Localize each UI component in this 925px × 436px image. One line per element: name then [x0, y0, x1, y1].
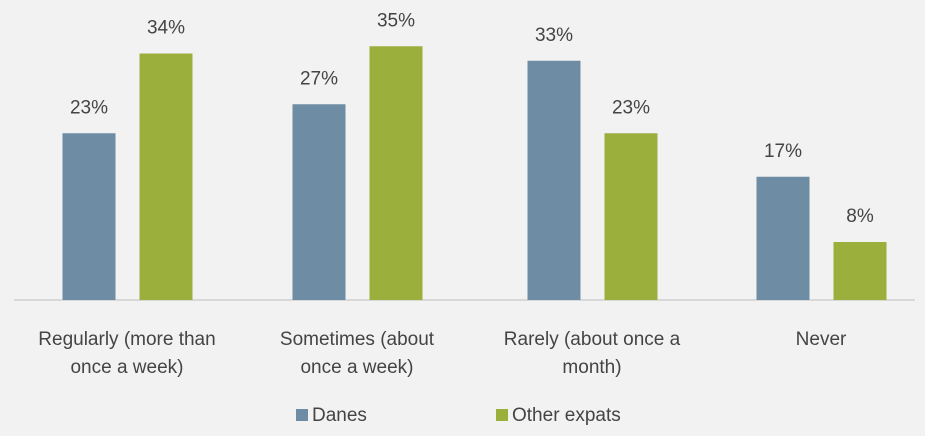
bar-danes-2: [527, 60, 581, 300]
category-label: once a week): [70, 357, 183, 378]
bar-danes-1: [292, 104, 346, 300]
data-labels: 23% 27% 33% 17% 34% 35% 23% 8%: [70, 10, 874, 227]
data-label: 34%: [147, 18, 185, 39]
bars: [62, 46, 887, 300]
legend-swatch: [296, 409, 308, 421]
data-label: 8%: [846, 206, 874, 227]
data-label: 17%: [764, 141, 802, 162]
bar-other-expats-2: [604, 133, 658, 300]
legend-label: Danes: [312, 405, 367, 426]
data-label: 23%: [70, 97, 108, 118]
category-label: once a week): [300, 357, 413, 378]
category-label: month): [562, 357, 621, 378]
legend-swatch: [496, 409, 508, 421]
category-label: Rarely (about once a: [504, 329, 681, 350]
category-label: Sometimes (about: [280, 329, 435, 350]
legend: Danes Other expats: [296, 405, 621, 426]
bar-other-expats-1: [369, 46, 423, 300]
bar-other-expats-3: [833, 242, 887, 300]
category-labels: Regularly (more than once a week) Sometime…: [38, 329, 847, 378]
legend-label: Other expats: [512, 405, 621, 426]
bar-other-expats-0: [139, 53, 193, 300]
data-label: 23%: [612, 97, 650, 118]
bar-danes-0: [62, 133, 116, 300]
category-label: Regularly (more than: [38, 329, 215, 350]
data-label: 33%: [535, 25, 573, 46]
bar-danes-3: [756, 176, 810, 300]
category-label: Never: [796, 329, 847, 350]
data-label: 35%: [377, 10, 415, 31]
data-label: 27%: [300, 68, 338, 89]
